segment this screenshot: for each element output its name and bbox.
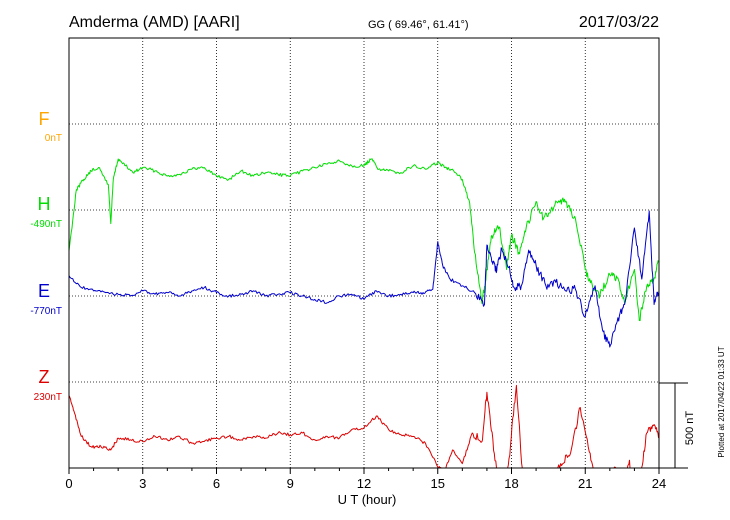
component-label-e: E xyxy=(38,281,50,301)
trace-h xyxy=(68,158,660,322)
x-tick-label-21: 21 xyxy=(578,476,592,491)
trace-z xyxy=(68,384,660,469)
baseline-label-e: -770nT xyxy=(30,306,62,317)
x-tick-label-9: 9 xyxy=(287,476,294,491)
x-tick-label-18: 18 xyxy=(504,476,518,491)
baseline-label-z: 230nT xyxy=(34,392,62,403)
plot-date: 2017/03/22 xyxy=(579,14,659,31)
grid-lines xyxy=(69,38,659,468)
baseline-label-f: 0nT xyxy=(45,133,62,144)
x-axis-ticks: 0 3 6 9 12 15 18 21 24 xyxy=(65,468,666,491)
x-tick-label-0: 0 xyxy=(65,476,72,491)
x-tick-label-15: 15 xyxy=(431,476,445,491)
baseline-label-h: -490nT xyxy=(30,219,62,230)
component-label-z: Z xyxy=(39,367,50,387)
traces xyxy=(68,158,660,469)
x-tick-label-24: 24 xyxy=(652,476,666,491)
scale-bar-label: 500 nT xyxy=(684,411,696,446)
x-tick-label-3: 3 xyxy=(139,476,146,491)
station-coordinates: GG ( 69.46°, 61.41°) xyxy=(368,19,469,31)
x-axis-label: U T (hour) xyxy=(338,492,397,507)
station-title: Amderma (AMD) [AARI] xyxy=(69,14,240,31)
trace-e xyxy=(68,210,660,348)
component-label-h: H xyxy=(38,194,51,214)
component-label-f: F xyxy=(39,109,50,129)
x-tick-label-6: 6 xyxy=(213,476,220,491)
x-tick-label-12: 12 xyxy=(357,476,371,491)
plotted-timestamp: Plotted at 2017/04/22 01:33 UT xyxy=(717,346,726,457)
scale-bar: 500 nT xyxy=(659,382,696,469)
